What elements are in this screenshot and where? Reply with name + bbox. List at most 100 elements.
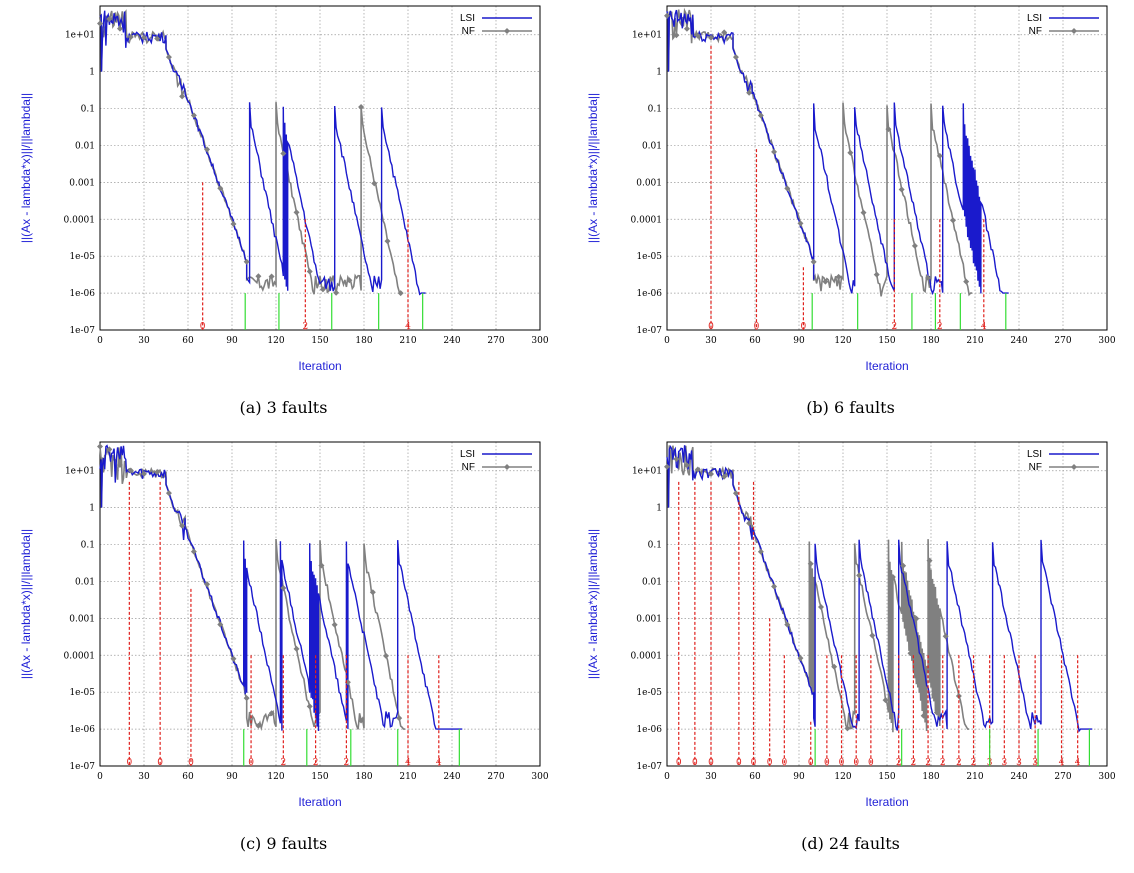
nf-marker [873, 271, 880, 278]
nf-marker [230, 655, 237, 662]
nf-marker [907, 650, 914, 657]
nf-marker [190, 112, 197, 119]
nf-marker [694, 466, 701, 473]
plot-frame [666, 441, 1108, 767]
nf-marker [963, 278, 970, 285]
plot-frame [99, 441, 541, 767]
legend-label-nf: NF [462, 26, 475, 37]
fault-label: 2 [302, 322, 308, 332]
chart-a: 1e-07 1e-06 1e-05 0.0001 0.001 0.01 0.1 1 1e+01 0… [19, 5, 549, 373]
series-lsi-line [666, 445, 1093, 733]
nf-marker [293, 645, 300, 652]
nf-marker [179, 93, 186, 100]
fault-label: 0 [708, 758, 714, 768]
y-tick-label: 0.01 [75, 577, 95, 587]
fault-label: 2 [940, 758, 946, 768]
nf-marker [784, 185, 791, 192]
x-tick-label: 180 [922, 772, 939, 782]
fault-label: 4 [981, 322, 987, 332]
x-tick-label: 150 [878, 336, 895, 346]
nf-marker [127, 467, 134, 474]
nf-marker [358, 103, 365, 110]
legend-label-nf: NF [1029, 462, 1042, 473]
fault-label: 2 [956, 758, 962, 768]
y-tick-label: 0.0001 [64, 215, 96, 225]
y-axis-title: ||(Ax - lambda*x)||/||lambda|| [586, 93, 600, 243]
nf-marker [358, 717, 365, 724]
chart-b: 1e-07 1e-06 1e-05 0.0001 0.001 0.01 0.1 1 1e+01 0… [586, 5, 1116, 373]
nf-marker [230, 221, 237, 228]
x-tick-label: 240 [443, 772, 460, 782]
nf-marker [243, 695, 250, 702]
x-tick-label: 60 [749, 336, 761, 346]
y-tick-label: 1e-06 [69, 725, 95, 735]
x-tick-label: 150 [878, 772, 895, 782]
series-lsi-line [666, 9, 1009, 296]
series-nf-line [666, 7, 973, 297]
x-axis-title: Iteration [298, 795, 341, 809]
nf-marker [141, 470, 147, 477]
x-tick-label: 300 [531, 772, 548, 782]
y-tick-label: 1e-05 [69, 252, 95, 262]
y-axis-title: ||(Ax - lambda*x)||/||lambda|| [586, 529, 600, 679]
y-tick-label: 0.001 [636, 614, 662, 624]
nf-marker [280, 150, 287, 157]
nf-marker [898, 186, 905, 193]
y-tick-label: 0.1 [648, 105, 662, 115]
nf-marker [926, 557, 933, 564]
x-tick-label: 300 [1098, 772, 1115, 782]
nf-marker [319, 286, 326, 293]
y-tick-label: 1e-07 [636, 762, 662, 772]
y-tick-label: 1e-06 [636, 289, 662, 299]
nf-marker [913, 615, 920, 622]
chart-c: 1e-07 1e-06 1e-05 0.0001 0.001 0.01 0.1 1 1e+01 0… [19, 441, 549, 809]
y-tick-label: 1e-05 [636, 252, 662, 262]
fault-label: 0 [188, 758, 194, 768]
x-tick-label: 210 [966, 772, 983, 782]
x-tick-label: 210 [399, 772, 416, 782]
nf-marker [280, 585, 287, 592]
series-nf-line [666, 445, 970, 733]
nf-marker [190, 548, 197, 555]
nf-marker [165, 54, 172, 61]
y-tick-label: 1e-05 [636, 688, 662, 698]
legend-label-nf: NF [462, 462, 475, 473]
nf-marker [397, 290, 404, 297]
x-tick-label: 150 [311, 336, 328, 346]
nf-marker [771, 148, 778, 155]
x-tick-label: 270 [1054, 772, 1071, 782]
y-tick-label: 1e-06 [636, 725, 662, 735]
nf-marker [885, 126, 892, 133]
nf-marker [683, 462, 690, 469]
fault-label: 0 [808, 758, 814, 768]
nf-marker [154, 35, 161, 42]
nf-marker [771, 583, 778, 590]
x-tick-label: 60 [182, 772, 194, 782]
y-tick-label: 0.01 [75, 141, 95, 151]
legend-label-lsi: LSI [460, 449, 475, 460]
y-tick-label: 0.001 [69, 178, 95, 188]
nf-marker [911, 242, 918, 249]
nf-marker [950, 217, 956, 224]
x-tick-label: 120 [834, 772, 851, 782]
nf-marker [694, 32, 701, 39]
x-tick-label: 120 [267, 772, 284, 782]
x-tick-label: 180 [922, 336, 939, 346]
nf-marker [673, 32, 680, 39]
x-tick-label: 90 [793, 772, 805, 782]
fault-label: 2 [891, 322, 897, 332]
x-tick-label: 90 [226, 772, 238, 782]
nf-marker [217, 185, 224, 192]
y-tick-label: 0.1 [81, 105, 95, 115]
x-tick-label: 270 [1054, 336, 1071, 346]
legend-marker-nf [1071, 464, 1077, 470]
nf-marker [106, 446, 113, 453]
x-axis-title: Iteration [865, 359, 908, 373]
nf-marker [721, 29, 728, 36]
x-tick-label: 240 [1010, 772, 1027, 782]
nf-marker [797, 655, 804, 662]
nf-marker [664, 12, 670, 19]
nf-marker [933, 709, 940, 716]
y-tick-label: 1e-07 [69, 326, 95, 336]
nf-marker [936, 152, 943, 159]
